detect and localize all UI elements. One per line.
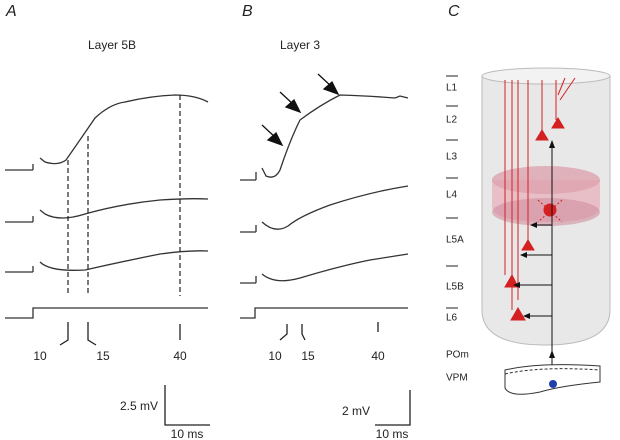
scale-bar	[164, 385, 210, 426]
time-label: 40	[371, 349, 385, 363]
panel-letter: B	[242, 3, 253, 20]
time-label: 15	[96, 349, 110, 363]
axon-arrows	[515, 142, 553, 385]
stimulus-trace	[240, 307, 408, 319]
trace	[5, 198, 209, 223]
panel-letter: A	[5, 3, 17, 20]
panel-letter: C	[448, 3, 460, 20]
thalamus-label: POm	[446, 350, 469, 361]
trace	[240, 94, 409, 181]
time-label: 15	[301, 349, 315, 363]
trace	[5, 250, 209, 273]
thalamus-edge	[504, 368, 601, 375]
vpm-neuron	[549, 380, 557, 388]
thalamus-label: VPM	[446, 373, 468, 384]
trace	[240, 185, 409, 233]
time-marks	[59, 322, 181, 346]
time-label: 10	[33, 349, 47, 363]
scale-amplitude: 2 mV	[342, 404, 370, 418]
scale-duration: 10 ms	[171, 427, 204, 440]
time-label: 10	[268, 349, 282, 363]
layer-label: L5B	[446, 282, 464, 293]
panel-title: Layer 5B	[88, 38, 136, 52]
layer-label: L1	[446, 83, 458, 94]
layer4-top	[492, 166, 600, 194]
stimulus-trace	[5, 307, 208, 319]
scale-duration: 10 ms	[376, 427, 409, 440]
time-label: 40	[173, 349, 187, 363]
thalamus	[504, 364, 601, 395]
time-marks	[279, 322, 379, 341]
arrowheads	[513, 140, 555, 358]
layer-label: L4	[446, 190, 458, 201]
layer-label: L6	[446, 313, 458, 324]
trace	[5, 94, 209, 171]
layer-label: L5A	[446, 235, 464, 246]
panel-c: C L1 L2 L3	[446, 3, 611, 395]
column-top	[481, 67, 611, 85]
panel-b: B Layer 3 10 15 40 2 mV 10 ms	[240, 3, 411, 440]
panel-a: A Layer 5B 10 15 40 2.5 mV 10 ms	[5, 3, 210, 440]
scale-bar	[375, 390, 411, 426]
arrows	[261, 73, 340, 147]
neurons	[504, 77, 576, 321]
panel-title: Layer 3	[280, 38, 320, 52]
trace	[240, 253, 409, 284]
layer-label: L3	[446, 152, 458, 163]
layer-label: L2	[446, 115, 458, 126]
layer-ticks	[446, 75, 458, 309]
scale-amplitude: 2.5 mV	[120, 399, 158, 413]
